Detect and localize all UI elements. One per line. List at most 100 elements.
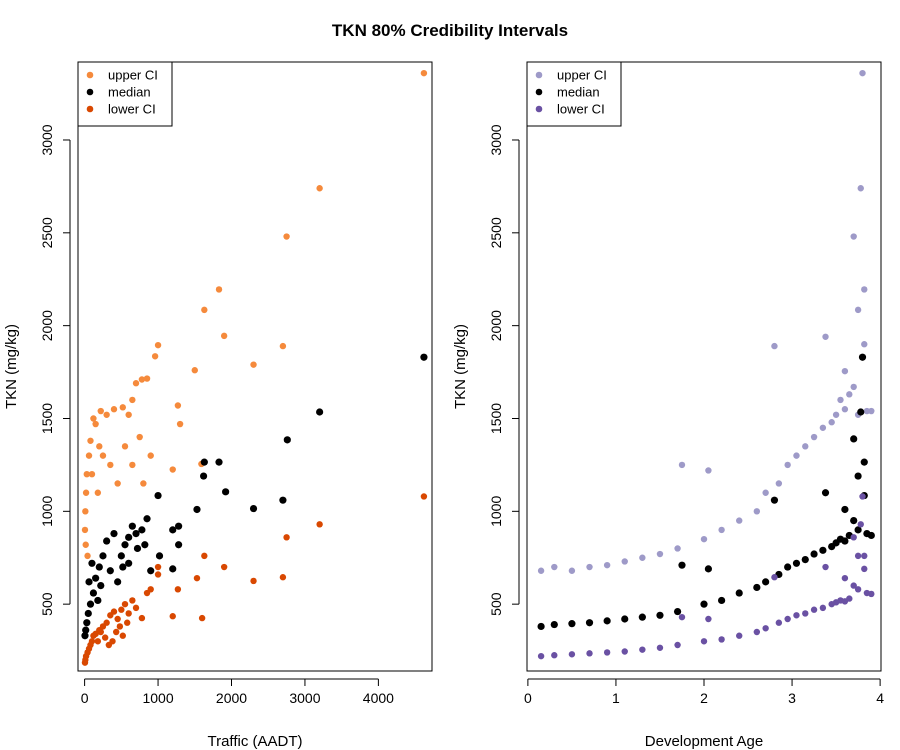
data-point [863,407,871,415]
data-point [868,590,875,598]
data-point [537,652,545,660]
data-point [121,600,129,608]
data-point [585,619,594,627]
data-point [143,589,151,597]
data-point [784,615,791,623]
data-point [169,466,176,473]
legend-label: lower CI [108,102,156,117]
x-axis-title: Development Age [645,733,763,750]
data-point [198,614,206,622]
data-point [155,552,164,560]
data-point [775,619,783,626]
legend-marker [86,105,94,113]
data-point [603,617,611,625]
data-point [95,563,103,571]
data-point [169,526,177,534]
data-point [802,610,809,617]
data-point [736,517,743,524]
legend: upper CI median lower CI [77,61,173,127]
data-point [784,461,791,469]
x-tick-label: 1 [612,690,620,706]
data-point [810,550,818,558]
data-point [81,526,89,534]
y-tick-label: 1000 [488,496,504,527]
y-tick-label: 500 [39,592,55,616]
data-point [154,571,162,578]
data-point [854,526,862,534]
data-point [316,185,323,192]
data-point [119,563,127,571]
data-point [175,541,183,549]
data-point [114,578,122,586]
y-tick-label: 2500 [39,217,55,248]
data-point [200,458,208,466]
data-point [81,632,89,640]
data-point [86,600,95,608]
data-point [249,504,258,513]
data-point [819,604,827,612]
data-point [119,404,127,411]
data-point [802,443,809,450]
data-point [129,597,136,604]
data-point [83,470,91,478]
data-point [674,641,681,649]
data-point [174,586,182,593]
data-point [136,433,143,441]
y-tick-label: 2000 [488,310,504,341]
data-point [656,644,664,651]
data-point [586,650,593,657]
data-point [215,458,223,466]
series-lower-ci [81,493,428,666]
data-point [822,333,829,340]
data-point [147,567,155,575]
y-tick-label: 500 [488,592,504,616]
series-lower-ci [537,493,875,660]
data-point [250,577,257,585]
data-point [793,452,800,459]
data-point [125,610,132,617]
data-point [821,489,830,497]
data-point [735,589,743,597]
data-point [133,544,142,553]
legend-label: median [557,85,600,100]
data-point [279,342,287,350]
data-point [114,615,121,623]
series-upper-ci [537,69,875,574]
data-point [841,406,849,413]
data-point [90,415,97,422]
data-point [141,541,149,549]
data-point [191,367,198,374]
data-point [792,559,801,567]
data-point [147,452,154,459]
data-point [316,408,324,416]
data-point [132,604,140,612]
data-point [841,505,849,514]
data-point [154,563,162,571]
data-point [138,376,146,383]
y-tick-label: 3000 [488,124,504,155]
data-point [854,586,862,593]
data-point [201,306,208,314]
data-point [771,574,778,581]
data-point [420,493,428,500]
data-point [143,375,151,382]
data-point [603,561,611,569]
data-point [639,554,646,561]
data-point [250,361,257,368]
data-point [283,436,291,444]
data-point [762,578,770,586]
data-point [639,646,646,653]
data-point [85,452,93,459]
data-point [846,595,853,602]
data-point [84,609,92,618]
data-point [857,185,864,192]
data-point [700,535,708,543]
data-point [420,353,428,361]
data-point [118,606,125,613]
data-point [82,541,89,548]
data-point [84,552,91,560]
data-point [103,411,110,418]
data-point [143,515,151,523]
x-tick-label: 3 [788,690,796,706]
